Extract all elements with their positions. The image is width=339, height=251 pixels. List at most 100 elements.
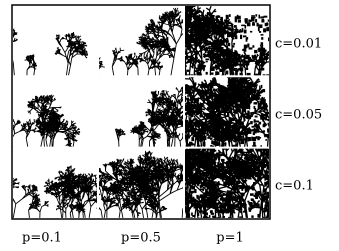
deposit: [217, 125, 220, 128]
deposit: [192, 64, 194, 68]
deposit: [202, 122, 204, 125]
deposit: [216, 196, 219, 198]
deposit: [246, 37, 248, 40]
deposit: [206, 61, 208, 63]
deposit: [265, 206, 267, 209]
deposit: [227, 105, 230, 108]
deposit: [238, 191, 240, 194]
deposit: [198, 160, 201, 163]
deposit: [247, 186, 250, 189]
deposit: [241, 193, 243, 197]
deposit: [226, 127, 229, 131]
deposit: [243, 180, 246, 183]
deposit: [263, 130, 265, 132]
deposit: [248, 173, 252, 177]
deposit: [197, 157, 200, 159]
deposit: [247, 163, 250, 165]
deposit: [190, 181, 194, 183]
deposit: [243, 86, 245, 88]
deposit: [237, 98, 239, 102]
deposit: [243, 35, 247, 37]
deposit: [216, 107, 220, 111]
deposit: [265, 171, 268, 173]
deposit: [189, 213, 191, 215]
deposit: [187, 45, 191, 47]
deposit: [249, 59, 252, 62]
deposit: [259, 122, 261, 125]
deposit: [211, 28, 213, 30]
deposit: [255, 163, 259, 165]
deposit: [240, 205, 242, 209]
deposit: [265, 112, 268, 116]
deposit: [198, 205, 200, 208]
deposit: [213, 61, 215, 65]
deposit: [234, 55, 237, 59]
deposit: [187, 95, 190, 97]
deposit: [228, 63, 231, 67]
deposit: [199, 23, 201, 25]
deposit: [242, 196, 244, 200]
deposit: [192, 166, 196, 168]
deposit: [225, 134, 228, 137]
deposit: [207, 113, 209, 116]
row-label: c=0.05: [275, 108, 322, 123]
deposit: [262, 165, 266, 168]
deposit: [235, 129, 237, 131]
deposit: [241, 55, 244, 57]
deposit: [242, 95, 245, 99]
deposit: [212, 216, 215, 218]
deposit: [210, 169, 214, 172]
deposit: [247, 44, 249, 48]
deposit: [202, 211, 205, 214]
deposit: [228, 208, 232, 212]
deposit: [189, 194, 191, 197]
deposit: [203, 142, 206, 146]
deposit: [263, 175, 266, 178]
deposit: [245, 25, 247, 29]
deposit: [210, 138, 213, 140]
deposit: [240, 35, 242, 39]
deposit: [231, 73, 234, 75]
deposit: [213, 43, 215, 45]
deposit: [262, 19, 264, 21]
deposit: [196, 195, 198, 197]
deposit: [264, 56, 268, 60]
deposit: [191, 58, 194, 61]
deposit: [217, 114, 220, 116]
deposit: [216, 123, 218, 125]
deposit: [257, 191, 260, 195]
deposit: [187, 87, 189, 91]
deposit: [212, 91, 214, 95]
deposit: [259, 15, 261, 19]
deposit: [211, 73, 214, 75]
deposit: [231, 128, 233, 132]
deposit: [209, 215, 211, 218]
deposit: [205, 59, 209, 61]
deposit: [202, 34, 205, 37]
deposit: [188, 133, 190, 137]
deposit: [205, 136, 207, 140]
deposit: [231, 136, 233, 140]
deposit: [216, 16, 218, 19]
deposit: [205, 178, 208, 182]
deposit: [235, 72, 238, 76]
deposit: [196, 27, 199, 30]
deposit: [255, 175, 258, 178]
deposit: [261, 169, 263, 173]
deposit: [244, 45, 247, 49]
deposit: [249, 85, 252, 88]
deposit: [232, 45, 234, 47]
deposit: [254, 195, 256, 197]
deposit: [230, 54, 234, 57]
deposit: [232, 38, 234, 40]
deposit: [197, 183, 201, 185]
deposit: [218, 210, 220, 213]
deposit: [200, 178, 202, 180]
deposit: [216, 203, 218, 207]
deposit: [241, 25, 245, 27]
deposit: [191, 137, 194, 141]
deposit: [239, 64, 243, 67]
deposit: [196, 105, 198, 108]
deposit: [219, 69, 223, 72]
deposit: [186, 26, 189, 29]
